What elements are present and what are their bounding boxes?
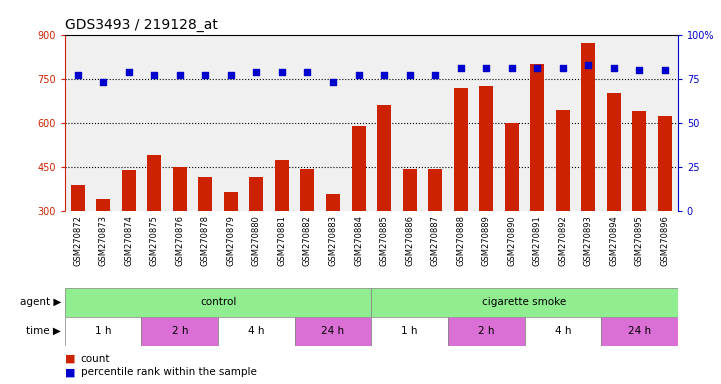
Bar — [122, 170, 136, 211]
Point — [327, 79, 339, 85]
Text: GSM270872: GSM270872 — [73, 215, 82, 266]
Point — [276, 69, 288, 75]
Point — [379, 72, 390, 78]
Text: GSM270895: GSM270895 — [635, 215, 644, 266]
Text: GSM270887: GSM270887 — [430, 215, 440, 266]
Point — [455, 65, 466, 71]
Point — [659, 67, 671, 73]
Bar — [65, 288, 371, 317]
Bar — [658, 116, 672, 211]
Point — [225, 72, 236, 78]
Text: 1 h: 1 h — [402, 326, 418, 336]
Text: GSM270892: GSM270892 — [558, 215, 567, 266]
Text: percentile rank within the sample: percentile rank within the sample — [81, 367, 257, 377]
Text: count: count — [81, 354, 110, 364]
Bar — [275, 160, 289, 211]
Bar — [141, 317, 218, 346]
Point — [353, 72, 364, 78]
Text: GSM270873: GSM270873 — [99, 215, 107, 266]
Text: control: control — [200, 297, 236, 308]
Point — [506, 65, 518, 71]
Text: GSM270884: GSM270884 — [354, 215, 363, 266]
Bar — [556, 110, 570, 211]
Text: 24 h: 24 h — [628, 326, 651, 336]
Text: 2 h: 2 h — [172, 326, 188, 336]
Text: GSM270894: GSM270894 — [609, 215, 619, 266]
Point — [404, 72, 415, 78]
Text: GSM270880: GSM270880 — [252, 215, 261, 266]
Text: ■: ■ — [65, 354, 76, 364]
Bar — [218, 317, 295, 346]
Point — [174, 72, 185, 78]
Text: GSM270891: GSM270891 — [533, 215, 541, 266]
Text: 1 h: 1 h — [95, 326, 112, 336]
Bar — [249, 177, 263, 211]
Bar — [71, 185, 84, 211]
Text: 4 h: 4 h — [554, 326, 571, 336]
Bar — [530, 64, 544, 211]
Point — [430, 72, 441, 78]
Text: GSM270896: GSM270896 — [660, 215, 670, 266]
Point — [583, 61, 594, 68]
Text: GDS3493 / 219128_at: GDS3493 / 219128_at — [65, 18, 218, 32]
Text: cigarette smoke: cigarette smoke — [482, 297, 567, 308]
Point — [251, 69, 262, 75]
Text: GSM270885: GSM270885 — [379, 215, 389, 266]
Bar — [352, 126, 366, 211]
Text: GSM270875: GSM270875 — [150, 215, 159, 266]
Point — [301, 69, 313, 75]
Point — [557, 65, 569, 71]
Bar — [601, 317, 678, 346]
Text: GSM270889: GSM270889 — [482, 215, 491, 266]
Text: GSM270886: GSM270886 — [405, 215, 414, 266]
Point — [480, 65, 492, 71]
Bar — [295, 317, 371, 346]
Bar — [454, 88, 468, 211]
Bar — [147, 155, 162, 211]
Point — [634, 67, 645, 73]
Point — [97, 79, 109, 85]
Text: GSM270881: GSM270881 — [278, 215, 286, 266]
Text: GSM270878: GSM270878 — [201, 215, 210, 266]
Bar — [607, 93, 621, 211]
Text: ■: ■ — [65, 367, 76, 377]
Bar — [479, 86, 493, 211]
Bar — [377, 105, 391, 211]
Bar — [448, 317, 525, 346]
Bar — [632, 111, 647, 211]
Bar — [301, 169, 314, 211]
Bar — [198, 177, 213, 211]
Bar — [505, 123, 519, 211]
Text: GSM270879: GSM270879 — [226, 215, 235, 266]
Bar — [428, 169, 442, 211]
Bar — [173, 167, 187, 211]
Bar — [224, 192, 238, 211]
Text: GSM270874: GSM270874 — [124, 215, 133, 266]
Bar — [581, 43, 596, 211]
Bar — [65, 317, 141, 346]
Text: 4 h: 4 h — [248, 326, 265, 336]
Text: time ▶: time ▶ — [27, 326, 61, 336]
Point — [531, 65, 543, 71]
Bar — [326, 194, 340, 211]
Text: 24 h: 24 h — [322, 326, 345, 336]
Text: GSM270888: GSM270888 — [456, 215, 465, 266]
Text: GSM270893: GSM270893 — [584, 215, 593, 266]
Text: GSM270883: GSM270883 — [329, 215, 337, 266]
Point — [149, 72, 160, 78]
Bar — [96, 199, 110, 211]
Point — [123, 69, 135, 75]
Text: agent ▶: agent ▶ — [20, 297, 61, 308]
Bar — [402, 169, 417, 211]
Point — [72, 72, 84, 78]
Text: GSM270882: GSM270882 — [303, 215, 312, 266]
Text: 2 h: 2 h — [478, 326, 495, 336]
Bar — [371, 317, 448, 346]
Bar — [371, 288, 678, 317]
Point — [200, 72, 211, 78]
Text: GSM270890: GSM270890 — [508, 215, 516, 266]
Bar — [525, 317, 601, 346]
Text: GSM270876: GSM270876 — [175, 215, 185, 266]
Point — [608, 65, 619, 71]
